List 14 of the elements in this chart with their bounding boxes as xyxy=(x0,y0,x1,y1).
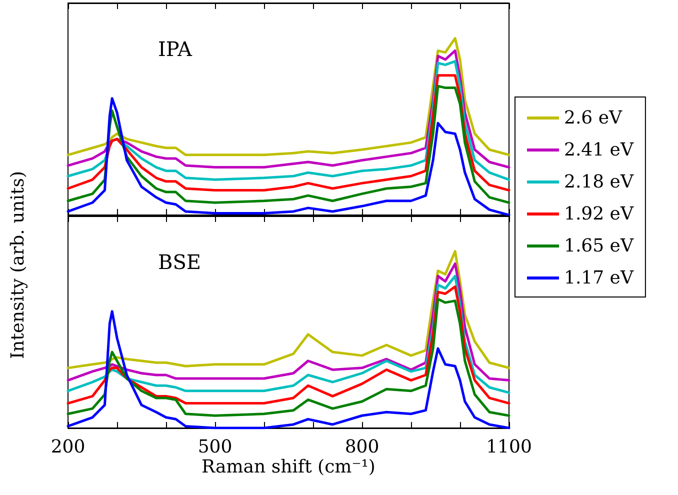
y-axis-title: Intensity (arb. units) xyxy=(8,170,28,360)
legend-label: 2.18 eV xyxy=(564,172,634,192)
legend-label: 1.65 eV xyxy=(564,236,634,256)
x-tick-label: 500 xyxy=(198,436,232,458)
legend-label: 1.17 eV xyxy=(564,268,634,288)
annotation: IPA xyxy=(158,37,193,61)
legend-label: 2.41 eV xyxy=(564,140,634,160)
x-tick-label: 200 xyxy=(50,436,86,458)
legend-label: 2.6 eV xyxy=(564,108,623,128)
annotation: BSE xyxy=(158,250,201,274)
legend-label: 1.92 eV xyxy=(564,204,634,224)
x-tick-label: 1100 xyxy=(486,436,532,458)
x-tick-label: 800 xyxy=(344,436,380,458)
x-axis-title: Raman shift (cm⁻¹) xyxy=(202,456,376,478)
